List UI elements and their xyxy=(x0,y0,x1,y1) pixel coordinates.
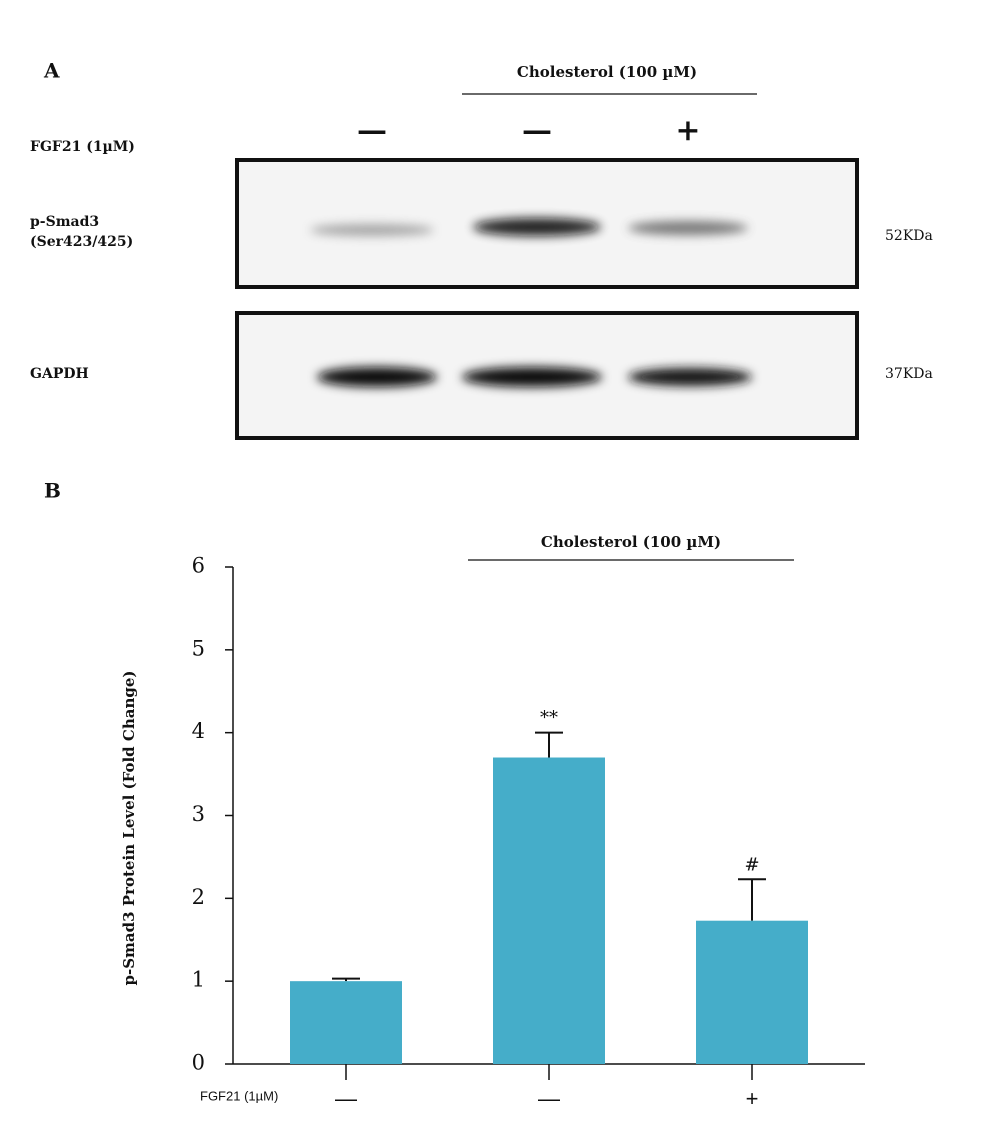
treatment-sign: — xyxy=(522,113,552,148)
y-tick-label: 0 xyxy=(192,1051,205,1075)
bar xyxy=(493,757,605,1064)
significance-label: ** xyxy=(540,708,558,729)
x-tick-label: + xyxy=(746,1086,759,1111)
y-tick-label: 4 xyxy=(192,719,205,743)
treatment-label: FGF21 (1µM) xyxy=(30,139,135,155)
y-tick-label: 1 xyxy=(192,968,205,992)
bar xyxy=(696,920,808,1064)
treatment-sign: + xyxy=(675,113,700,148)
x-axis-label: FGF21 (1µM) xyxy=(200,1088,278,1103)
blot-band xyxy=(628,221,748,235)
bar xyxy=(290,981,402,1064)
blot-band xyxy=(310,224,434,236)
x-tick-label: — xyxy=(335,1086,357,1111)
y-axis-label: p-Smad3 Protein Level (Fold Change) xyxy=(120,671,138,986)
y-tick-label: 6 xyxy=(192,554,205,578)
size-label: 52KDa xyxy=(885,228,933,244)
group-label: Cholesterol (100 µM) xyxy=(541,533,721,551)
y-tick-label: 3 xyxy=(192,802,205,826)
y-tick-label: 5 xyxy=(192,636,205,660)
group-label: Cholesterol (100 µM) xyxy=(517,63,697,81)
panel-label: B xyxy=(44,479,61,503)
blot-band xyxy=(628,368,752,386)
significance-label: # xyxy=(744,854,759,875)
size-label: 37KDa xyxy=(885,366,933,382)
row-sublabel: (Ser423/425) xyxy=(30,234,133,250)
blot-band xyxy=(462,367,602,387)
treatment-sign: — xyxy=(357,113,387,148)
panel-label: A xyxy=(43,59,60,83)
blot-band xyxy=(473,218,601,236)
x-tick-label: — xyxy=(538,1086,560,1111)
row-label: p-Smad3 xyxy=(30,214,99,230)
blot-band xyxy=(317,367,437,387)
y-tick-label: 2 xyxy=(192,885,205,909)
row-label: GAPDH xyxy=(30,366,89,382)
